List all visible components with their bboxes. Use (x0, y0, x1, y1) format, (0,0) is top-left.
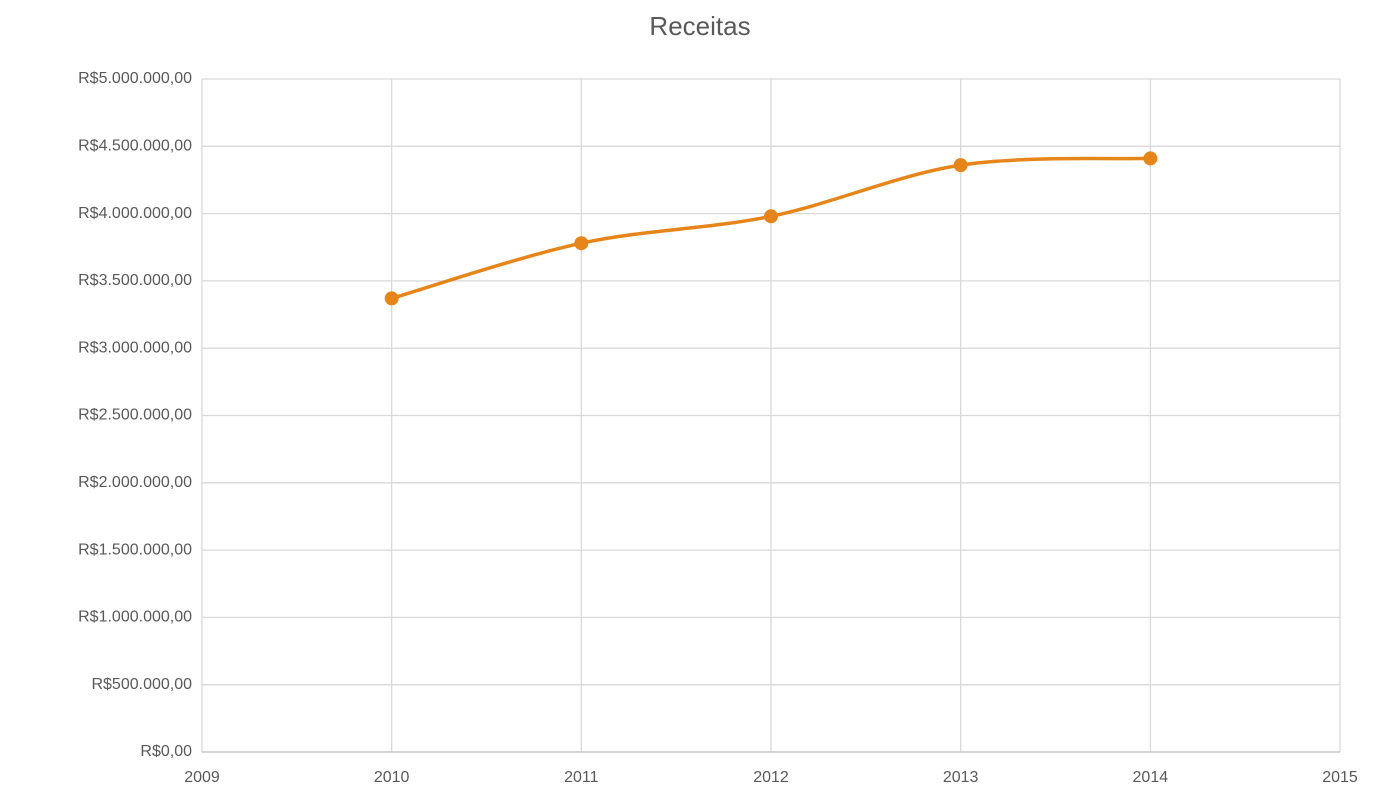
x-tick-label: 2011 (564, 769, 599, 786)
y-tick-label: R$5.000.000,00 (78, 70, 192, 87)
y-tick-label: R$2.000.000,00 (78, 474, 192, 491)
y-tick-label: R$1.000.000,00 (78, 609, 192, 626)
data-point (384, 291, 399, 306)
x-tick-label: 2010 (374, 769, 410, 786)
y-tick-label: R$3.000.000,00 (78, 339, 192, 356)
x-tick-label: 2009 (184, 769, 220, 786)
chart-title: Receitas (649, 11, 750, 41)
y-tick-label: R$3.500.000,00 (78, 272, 192, 289)
y-tick-label: R$4.500.000,00 (78, 138, 192, 155)
data-point (764, 209, 778, 224)
y-tick-label: R$4.000.000,00 (78, 205, 192, 222)
x-tick-label: 2013 (943, 769, 979, 786)
data-point (953, 158, 968, 173)
data-point (1143, 151, 1158, 166)
y-tick-label: R$1.500.000,00 (78, 541, 192, 558)
y-tick-label: R$500.000,00 (91, 676, 192, 693)
x-tick-label: 2014 (1133, 769, 1169, 786)
x-tick-label: 2012 (753, 769, 789, 786)
y-tick-label: R$0,00 (140, 743, 192, 760)
data-point (574, 236, 589, 251)
y-tick-label: R$2.500.000,00 (78, 407, 192, 424)
x-tick-label: 2015 (1322, 769, 1358, 786)
